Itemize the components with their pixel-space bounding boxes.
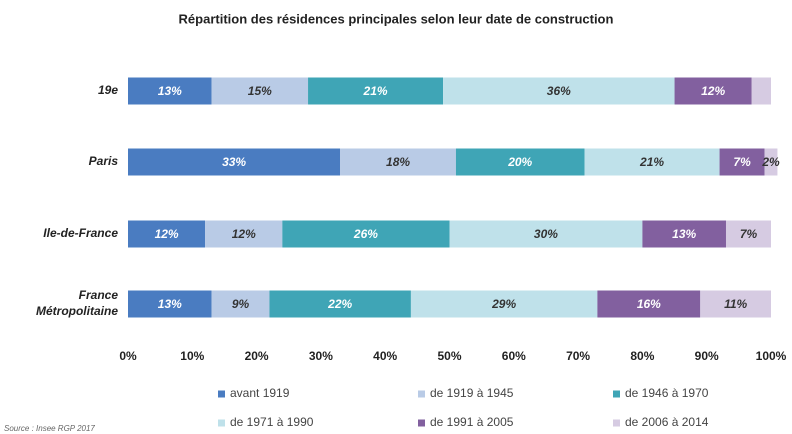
source: Source : Insee RGP 2017 [4,424,95,433]
bar-segment [211,77,309,105]
value-label: 12% [155,227,179,241]
legend-label: de 1946 à 1970 [625,386,709,400]
category-label: 19e [98,83,118,97]
chart-title: Répartition des résidences principales s… [179,11,614,26]
category-label: France Métropolitaine [36,288,118,318]
bar-segment [128,148,341,176]
x-tick-label: 30% [309,349,333,363]
legend-label: avant 1919 [230,386,290,400]
x-tick-label: 50% [437,349,461,363]
value-label: 20% [507,155,532,169]
legend-label: de 1991 à 2005 [430,415,514,429]
value-label: 26% [353,227,378,241]
x-tick-label: 70% [566,349,590,363]
bar-segment [597,290,701,318]
legend-label: de 1919 à 1945 [430,386,514,400]
value-label: 15% [248,84,272,98]
value-label: 29% [491,297,516,311]
value-label: 33% [222,155,246,169]
bar-segment [642,220,726,248]
value-label: 12% [232,227,256,241]
bar-segment [751,77,771,105]
legend-swatch [613,419,620,427]
legend-swatch [218,419,225,427]
value-label: 11% [724,297,747,311]
bar-segment [282,220,450,248]
x-tick-label: 60% [502,349,526,363]
value-label: 21% [639,155,664,169]
category-label: Ile-de-France [43,226,118,240]
value-label: 13% [158,84,182,98]
bar-segment [410,290,598,318]
bar-segment [764,148,778,176]
x-tick-label: 80% [630,349,654,363]
bar-segment [455,148,585,176]
legend-swatch [613,390,620,398]
value-label: 36% [547,84,571,98]
bar-segment [205,220,283,248]
legend-swatch [418,419,425,427]
bar-segment [269,290,411,318]
value-label: 21% [363,84,388,98]
bar-segment [308,77,444,105]
value-label: 30% [534,227,558,241]
value-label: 2% [761,155,780,169]
x-tick-label: 0% [119,349,137,363]
bar-segment [128,220,206,248]
x-tick-label: 100% [756,349,787,363]
value-label: 12% [701,84,725,98]
bar-segment [584,148,720,176]
legend-swatch [418,390,425,398]
bar-segment [128,77,212,105]
legend-label: de 2006 à 2014 [625,415,709,429]
bar-segment [674,77,752,105]
value-label: 7% [733,155,751,169]
legend-label: de 1971 à 1990 [230,415,314,429]
legend-swatch [218,390,225,398]
value-label: 13% [672,227,696,241]
x-tick-label: 90% [695,349,719,363]
x-tick-label: 20% [245,349,269,363]
bar-segment [449,220,643,248]
value-label: 9% [232,297,250,311]
bar-segment [725,220,771,248]
bar-segment [719,148,765,176]
bar-segment [340,148,456,176]
value-label: 16% [637,297,661,311]
category-label: Paris [89,154,119,168]
x-tick-label: 40% [373,349,397,363]
x-tick-label: 10% [180,349,204,363]
value-label: 7% [740,227,758,241]
value-label: 22% [327,297,352,311]
bar-segment [700,290,771,318]
bar-segment [443,77,675,105]
bar-segment [128,290,212,318]
value-label: 13% [158,297,182,311]
value-label: 18% [386,155,410,169]
bar-segment [211,290,270,318]
